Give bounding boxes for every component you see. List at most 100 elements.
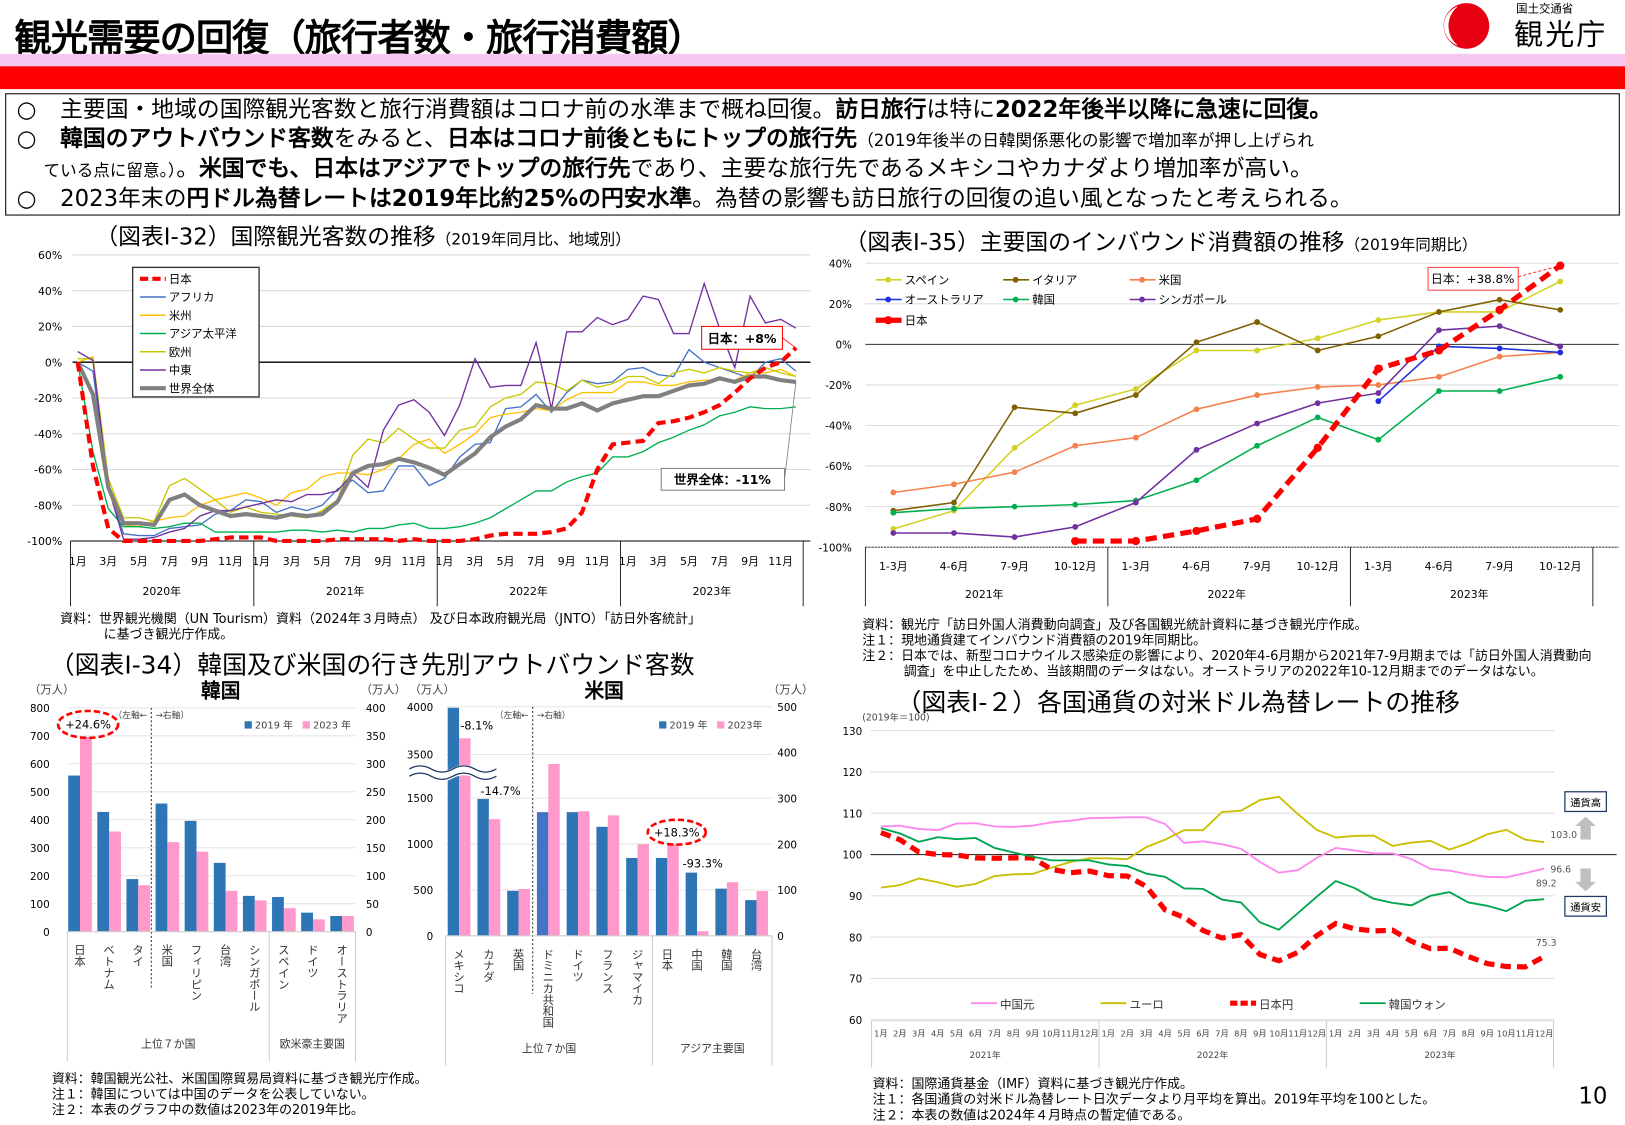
data-point [1011,534,1018,540]
unit-left: （万人） [29,682,75,696]
data-point [1495,305,1504,315]
x-tick-label: 3月 [1367,1028,1381,1038]
data-point [1375,390,1382,396]
year-label: 2023年 [1450,587,1489,601]
y-tick-label: 40% [38,285,62,298]
bar-2019 [536,812,549,936]
category-label: シンガポール [248,944,262,1012]
header-band-red [0,66,1625,90]
data-point [1314,414,1321,421]
bar-2023 [459,738,471,936]
category-label: フランス [601,948,615,994]
left-tick-label: 300 [30,843,50,855]
note: 注２：本表のグラフ中の数値は2023年の2019年比。 [51,1101,364,1118]
series-line-5 [893,325,1561,538]
left-tick-label: 700 [30,731,50,743]
right-tick-label: 350 [366,731,386,743]
x-tick-label: 4-6月 [1425,560,1454,573]
summary-text: 円ドル為替レートは2019年比約25%の円安水準 [186,186,693,213]
legend-box [131,266,260,398]
x-tick-label: 7月 [988,1028,1002,1038]
category-label: カナダ [482,948,496,982]
series-line-6 [75,361,797,528]
data-point [1557,343,1564,350]
bar-2023 [167,842,180,932]
bullet-marker: ○ [16,97,37,124]
data-point [1254,347,1260,354]
legend-label: 中国元 [1000,997,1034,1011]
currency-down-label: 通貨安 [1570,901,1601,914]
x-tick-label: 7月 [161,555,179,568]
y-tick-label: -60% [825,461,852,473]
data-point [1131,536,1140,546]
right-tick-label: 100 [777,885,797,897]
legend-label: ユーロ [1130,997,1164,1011]
fig35-chart: -100% -80% -60% -40% -20% 0% 20% 40% 1-3月 4-6月 7-9… [819,258,1619,607]
x-tick-label: 7月 [1215,1028,1229,1038]
bar-2023 [138,885,151,932]
y-tick-label: 20% [829,299,852,311]
data-point [1436,327,1442,334]
year-label: 2021年 [965,587,1004,601]
summary-line: ○ 2023年末の円ドル為替レートは2019年比約25%の円安水準。為替の影響も訪… [17,186,1609,215]
korea-chart: 0 100 200 300 400 500 600 700 800 0 50 100 150 200 250… [29,679,406,1062]
left-tick-label: 0 [43,927,50,939]
bar-2023 [109,831,121,932]
data-point [1557,306,1564,313]
callout-leader [782,337,797,349]
x-tick-label: 5月 [130,555,148,568]
bar-2019 [715,888,727,936]
bar-2023 [283,908,296,932]
y-tick-label: 0% [45,356,62,369]
x-tick-label: 11月 [1061,1028,1080,1038]
data-point [1496,345,1503,352]
summary-line: ている点に留意。）。米国でも、日本はアジアでトップの旅行先であり、主要な旅行先で… [17,155,1609,185]
series-line-0 [880,816,1545,879]
bar-2019 [242,895,255,932]
x-tick-label: 5月 [680,555,698,568]
data-point [1436,388,1442,394]
bar-2019 [68,775,81,932]
logo-mark-icon [1443,3,1490,49]
summary-text: 主要国・地域の国際観光客数と旅行消費額はコロナ前の水準まで概ね回復。 [60,97,836,124]
category-label: ベトナム [102,944,116,990]
annotation-label: -93.3% [683,856,723,870]
bar-2023 [697,931,709,936]
data-point [1011,503,1018,510]
fig35-notes: 資料：観光庁「訪日外国人消費動向調査」及び各国観光統計資料に基づき観光庁作成。注… [862,617,1591,679]
category-label: 韓国 [720,948,734,971]
y-tick-label: 130 [842,726,862,738]
data-point [1072,442,1079,449]
series-line-0 [893,280,1561,530]
fig2-title: （図表Ⅰ-２）各国通貨の対米ドル為替レートの推移 [896,688,1460,718]
category-label: 中国 [690,948,704,971]
right-tick-label: 50 [366,899,379,911]
legend-label: 欧州 [169,345,192,359]
bar-2023 [518,888,530,936]
logo-ministry: 国土交通省 [1516,2,1574,16]
bar-2023 [637,844,649,936]
x-tick-label: 1月 [619,555,637,568]
annotation-label: -8.1% [460,719,493,733]
x-tick-label: 8月 [1007,1028,1021,1038]
x-tick-label: 2月 [1348,1028,1362,1038]
series-line-2 [893,351,1561,494]
data-point [890,489,897,496]
summary-text: （2019年後半の日韓関係悪化の影響で増加率が押し上げられ [857,130,1314,151]
x-tick-label: 12月 [1307,1028,1326,1038]
x-tick-label: 5月 [313,555,331,568]
bar-2023 [342,916,354,932]
legend-label: 韓国 [1032,293,1055,307]
x-tick-label: 12月 [1535,1028,1554,1038]
x-tick-label: 12月 [1080,1028,1099,1038]
x-tick-label: 9月 [191,555,209,568]
data-point [1375,382,1382,388]
x-tick-label: 1-3月 [1122,560,1151,573]
note: 注２：本表の数値は2024年４月時点の暫定値である。 [872,1106,1191,1123]
x-tick-label: 4月 [1158,1028,1172,1038]
left-tick-label: 500 [413,885,433,897]
data-point [1434,346,1444,355]
right-tick-label: 400 [777,748,797,760]
x-tick-label: 7月 [527,555,545,568]
